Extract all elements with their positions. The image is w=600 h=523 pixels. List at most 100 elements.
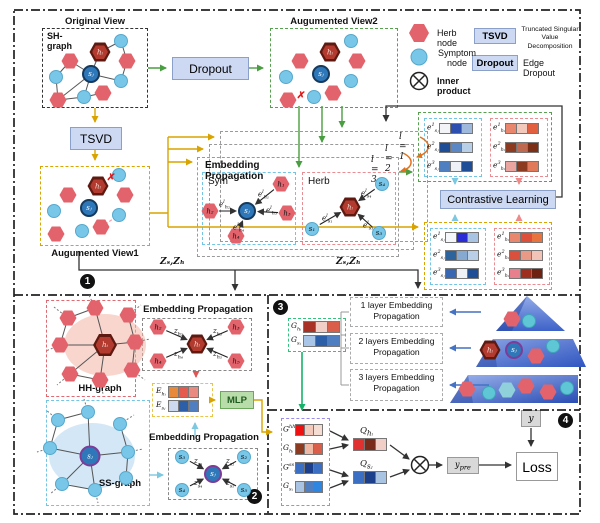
layer2-prop-box — [350, 333, 443, 364]
augmented-view1-box — [40, 166, 150, 246]
green-embedding-group-box — [418, 112, 552, 182]
cyan-arrows — [150, 178, 459, 479]
symptom-node — [344, 74, 358, 88]
symptom-node: sⱼ — [80, 199, 98, 217]
section2-marker: 2 — [247, 489, 262, 504]
tsvd-label: TSVD — [79, 131, 112, 146]
contrastive-learning-box: Contrastive Learning — [440, 190, 556, 209]
layer3-prop-box — [350, 369, 443, 401]
pyramid-node — [482, 386, 496, 400]
embedding-row-label: Gsⱼ — [291, 335, 301, 347]
embedding-bar-row: Ghhhᵢ — [283, 424, 323, 436]
pyramid-node — [522, 314, 536, 328]
contrastive-learning-label: Contrastive Learning — [447, 193, 549, 206]
herb-node — [91, 372, 109, 388]
herb-label: Herb — [308, 176, 330, 187]
green-sym-embedding-rows: e1sⱼ e2sⱼ e3sⱼ — [427, 122, 473, 179]
symptom-node — [307, 90, 321, 104]
q-h-label: Qhᵢ — [360, 426, 373, 438]
herb-node — [51, 337, 69, 353]
loss-box: Loss — [516, 452, 558, 481]
black-arrows — [78, 105, 563, 489]
symptom-node — [88, 483, 102, 497]
augmented-view2-title: Augumented View2 — [290, 16, 378, 27]
symptom-node: sⱼ — [79, 445, 101, 467]
herb-node: h₄ — [227, 228, 245, 244]
zs-zh-label-left: Zₛ,Zₕ — [160, 257, 185, 267]
edge-weight-label: zh₂ — [174, 327, 183, 338]
yellow-herb-embedding-rows: e1hᵢ e2hᵢ e3hᵢ — [497, 231, 543, 285]
embedding-row-label: e2sⱼ — [433, 249, 445, 261]
tsvd-button: TSVD — [70, 127, 122, 150]
sym-box — [202, 172, 296, 245]
symptom-node — [114, 74, 128, 88]
embedding-row-label: Ehᵢ — [156, 386, 166, 398]
embedding-bar-row: e3sⱼ — [433, 267, 479, 279]
symptom-node: s₄ — [175, 483, 189, 497]
herb-node — [59, 310, 77, 326]
herb-node: h₅ — [227, 353, 245, 369]
symptom-node: s₄ — [375, 177, 389, 191]
embedding-bar-row — [353, 471, 387, 484]
herb-node — [503, 311, 521, 327]
herb-node: h₂ — [201, 203, 219, 219]
y-pre-label: ypre — [455, 459, 471, 472]
embedding-bar-row: e2sⱼ — [427, 141, 473, 153]
l1-label: l = 1 — [399, 132, 407, 162]
symptom-node — [344, 34, 358, 48]
embedding-bar-row: Gsssⱼ — [283, 462, 323, 474]
embedding-cell — [527, 122, 539, 134]
embedding-cell — [461, 141, 473, 153]
embedding-cell — [375, 471, 387, 484]
edge-dropout-mark: ✗ — [106, 171, 116, 185]
pyramid-node — [546, 339, 560, 353]
herb-box — [302, 172, 396, 245]
section3-marker: 3 — [273, 300, 288, 315]
dropout-label: Dropout — [189, 61, 232, 76]
embedding-cell — [467, 267, 479, 279]
embedding-cell — [527, 160, 539, 172]
embedding-row-label: Gsⱼ — [283, 481, 293, 493]
q-s-label: Qsⱼ — [360, 459, 373, 471]
yellow-sym-embedding-rows: e1sⱼ e2sⱼ e3sⱼ — [433, 231, 479, 285]
herb-node — [458, 381, 476, 397]
edge-weight-label: elh₁ — [258, 189, 269, 201]
symptom-node — [121, 445, 135, 459]
herb-node — [94, 85, 112, 101]
legend-inner-product-icon — [409, 71, 429, 91]
embedding-cell — [313, 462, 323, 474]
edge-weight-label: zs₃ — [194, 457, 203, 468]
embedding-row-label: e2hᵢ — [497, 249, 509, 261]
legend-symptom-icon — [410, 48, 428, 66]
symptom-node — [43, 441, 57, 455]
layer3-stack-box — [197, 157, 399, 257]
edge-weight-label: elh₂ — [219, 199, 230, 211]
embedding-row-label: e2hᵢ — [493, 141, 505, 153]
g3-bracket — [340, 311, 349, 386]
herb-node: hᵢ — [89, 42, 111, 62]
herb-node — [539, 384, 557, 400]
embedding-cell — [527, 141, 539, 153]
embedding-bar-row: Ehᵢ — [156, 386, 199, 398]
embedding-cell — [188, 386, 199, 398]
legend-symptom-label: Symptom node — [437, 48, 476, 69]
symptom-node — [112, 168, 126, 182]
legend-dropout-label: Dropout — [476, 57, 514, 69]
layer2-prop-label: 2 layers Embedding Propagation — [358, 336, 435, 358]
embedding-propagation-title: Embedding Propagation — [205, 160, 264, 182]
embedding-bar-row: e2sⱼ — [433, 249, 479, 261]
embedding-cell — [531, 267, 543, 279]
pyramid-node — [560, 381, 574, 395]
embedding-cell — [461, 160, 473, 172]
embedding-row-label: Esⱼ — [156, 400, 166, 412]
symptom-node — [49, 70, 63, 84]
embedding-bar-row: e2hᵢ — [493, 141, 539, 153]
symptom-node — [279, 70, 293, 84]
embedding-row-label: e1hᵢ — [493, 122, 505, 134]
symptom-node: s₃ — [175, 450, 189, 464]
herb-node: hᵢ — [93, 334, 117, 356]
q-s-row — [353, 471, 387, 484]
edge-weight-label: zs₅ — [226, 479, 235, 490]
edge-weight-label: els₁ — [322, 213, 333, 225]
